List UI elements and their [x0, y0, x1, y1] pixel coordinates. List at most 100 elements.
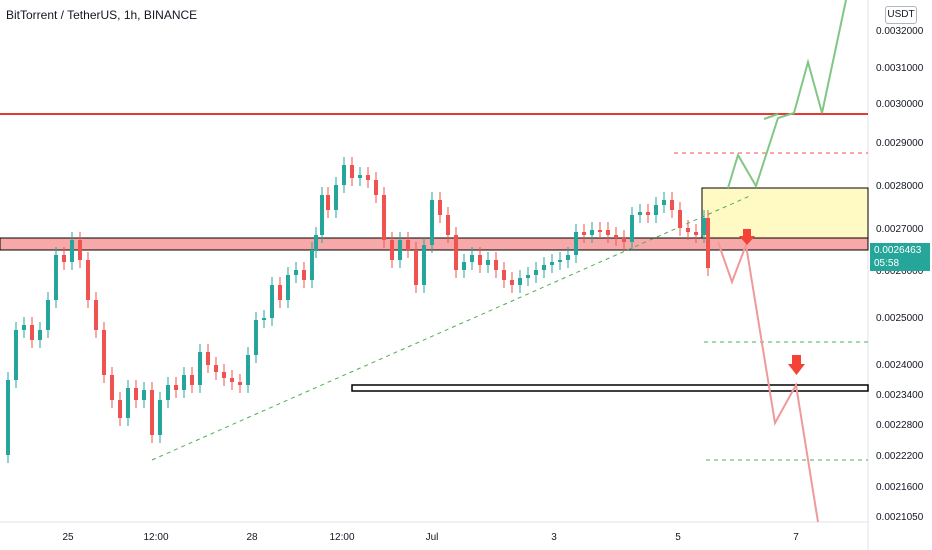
- time-tick-label: 7: [793, 532, 799, 543]
- ascending-trendline[interactable]: [151, 194, 753, 461]
- price-tick-label: 0.0028000: [876, 181, 924, 192]
- price-tick-label: 0.0023400: [876, 390, 924, 401]
- candle-body: [646, 212, 650, 215]
- candle-body: [566, 255, 570, 260]
- candle-body: [414, 250, 418, 285]
- candle-body: [142, 390, 146, 400]
- price-tick-label: 0.0031000: [876, 63, 924, 74]
- candle-body: [638, 212, 642, 215]
- candle-body: [446, 215, 450, 235]
- candle-body: [390, 240, 394, 260]
- candle-body: [678, 210, 682, 228]
- candle-body: [158, 400, 162, 435]
- candle-body: [366, 175, 370, 180]
- candle-body: [118, 400, 122, 418]
- bullish-arrow-head: [763, 113, 779, 120]
- time-tick-label: 3: [551, 532, 557, 543]
- candle-body: [182, 375, 186, 390]
- candle-body: [462, 262, 466, 270]
- candle-body: [358, 175, 362, 178]
- last-price-tag: 0.0026463 05:58: [870, 243, 930, 271]
- candle-body: [598, 230, 602, 232]
- candle-body: [430, 200, 434, 245]
- candle-body: [614, 235, 618, 238]
- candle-body: [630, 215, 634, 242]
- candle-body: [270, 285, 274, 318]
- candle-body: [558, 260, 562, 262]
- down-arrow-icon: [739, 229, 755, 245]
- candle-body: [518, 278, 522, 285]
- price-tick-label: 0.0025000: [876, 313, 924, 324]
- price-tick-label: 0.0022200: [876, 451, 924, 462]
- candle-body: [320, 195, 324, 235]
- candle-body: [706, 218, 710, 268]
- candle-body: [222, 372, 226, 378]
- candle-body: [342, 165, 346, 185]
- price-tick-label: 0.0024000: [876, 360, 924, 371]
- price-axis-ticks: 0.0032000 0.0031000 0.0030000 0.0029000 0.00…: [876, 26, 924, 523]
- lower-support-box[interactable]: [351, 384, 869, 392]
- price-tick-label: 0.0026000: [876, 266, 924, 277]
- candle-body: [422, 245, 426, 285]
- time-tick-label: 25: [62, 532, 74, 543]
- candle-body: [70, 240, 74, 262]
- candle-body: [590, 230, 594, 235]
- price-tick-label: 0.0021600: [876, 482, 924, 493]
- countdown-timer: 05:58: [874, 258, 900, 269]
- candle-body: [54, 255, 58, 300]
- time-tick-label: 5: [675, 532, 681, 543]
- range-box[interactable]: [701, 187, 869, 239]
- candle-body: [494, 260, 498, 270]
- down-arrow-icon: [788, 355, 805, 375]
- candle-body: [230, 378, 234, 382]
- currency-selector[interactable]: USDT: [885, 6, 917, 24]
- last-price-value: 0.0026463: [874, 245, 922, 256]
- candle-body: [198, 352, 202, 385]
- candle-body: [22, 325, 26, 330]
- candle-body: [542, 265, 546, 270]
- candle-body: [310, 250, 314, 280]
- candle-body: [606, 230, 610, 235]
- candle-body: [314, 235, 318, 250]
- candle-body: [254, 320, 258, 355]
- candle-body: [670, 200, 674, 210]
- candle-body: [46, 300, 50, 330]
- price-tick-label: 0.0030000: [876, 99, 924, 110]
- candle-body: [286, 275, 290, 300]
- candle-body: [486, 260, 490, 265]
- candle-body: [262, 318, 266, 320]
- candle-body: [78, 240, 82, 260]
- candle-body: [398, 240, 402, 260]
- candle-body: [150, 390, 154, 435]
- candle-body: [14, 330, 18, 380]
- candle-body: [350, 165, 354, 178]
- price-tick-label: 0.0022800: [876, 420, 924, 431]
- candle-body: [174, 385, 178, 390]
- candle-body: [110, 375, 114, 400]
- time-tick-label: 12:00: [143, 532, 168, 543]
- time-tick-label: 12:00: [329, 532, 354, 543]
- candle-body: [622, 238, 626, 242]
- candle-body: [470, 255, 474, 262]
- price-tick-label: 0.0032000: [876, 26, 924, 37]
- candle-body: [62, 255, 66, 262]
- candle-body: [526, 275, 530, 278]
- candle-body: [30, 325, 34, 340]
- candle-body: [38, 330, 42, 340]
- candle-body: [214, 365, 218, 372]
- candle-body: [382, 195, 386, 240]
- bearish-projection: [717, 241, 819, 523]
- price-tick-label: 0.0021050: [876, 512, 924, 523]
- candle-body: [502, 270, 506, 280]
- candle-body: [86, 260, 90, 300]
- time-tick-label: Jul: [426, 532, 439, 543]
- price-tick-label: 0.0029000: [876, 138, 924, 149]
- candle-body: [454, 235, 458, 270]
- chart-title: BitTorrent / TetherUS, 1h, BINANCE: [6, 8, 198, 22]
- candle-body: [134, 388, 138, 400]
- candle-body: [326, 195, 330, 210]
- candle-body: [246, 355, 250, 385]
- candle-body: [662, 200, 666, 205]
- candle-body: [694, 232, 698, 235]
